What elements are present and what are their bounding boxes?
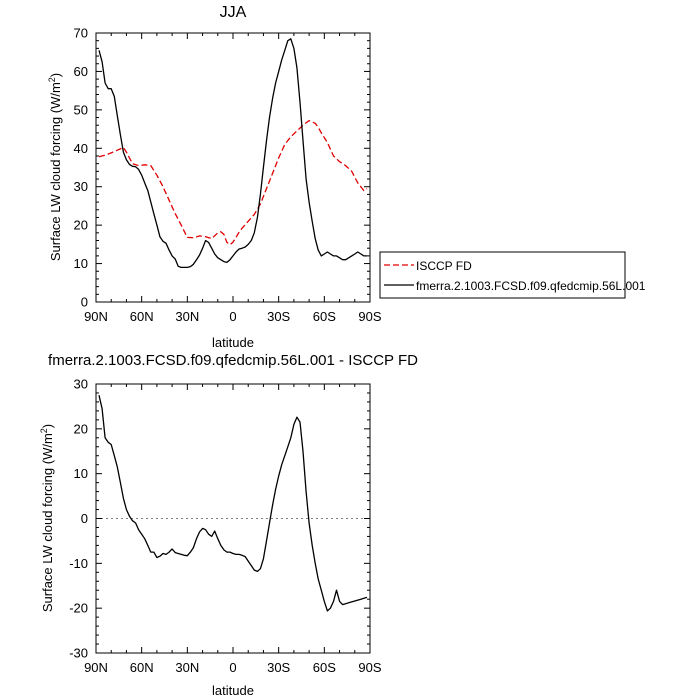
series-line-2 — [98, 38, 367, 269]
y-axis-label: Surface LW cloud forcing (W/m2) — [47, 73, 63, 261]
y-tick-label: -20 — [69, 601, 88, 616]
top-plot-area: 0 10 20 30 40 50 60 70 90N 60N 30N 0 30S 60S 90S — [74, 26, 382, 325]
y-tick-label: 10 — [74, 256, 88, 271]
y-tick-label: 0 — [81, 295, 88, 310]
y-axis-label-end: ) — [40, 424, 55, 428]
y-axis-label-text: Surface LW cloud forcing (W/m — [40, 433, 55, 612]
series-line-1 — [98, 119, 368, 246]
bottom-chart-panel: fmerra.2.1003.FCSD.f09.qfedcmip.56L.001 … — [39, 352, 418, 698]
y-tick-label: 20 — [74, 421, 88, 436]
series-line-1 — [98, 395, 368, 612]
y-axis-label-text: Surface LW cloud forcing (W/m — [48, 82, 63, 261]
x-tick-label: 30S — [267, 309, 290, 324]
y-tick-label: -30 — [69, 646, 88, 661]
x-tick-label: 30S — [267, 660, 290, 675]
y-axis-label-end: ) — [48, 73, 63, 77]
legend-box — [379, 251, 626, 299]
top-chart-panel: JJA 0 10 20 30 40 50 60 70 90N 60N 30N 0 30S 60S 90S l… — [47, 4, 646, 350]
bottom-plot-area: -30 -20 -10 0 10 20 30 90N 60N 30N 0 30S 60S 90S — [69, 377, 382, 676]
y-tick-label: 30 — [74, 377, 88, 392]
x-tick-label: 30N — [175, 660, 199, 675]
x-tick-label: 90N — [84, 309, 108, 324]
y-axis-label-superscript: 2 — [47, 77, 57, 82]
x-tick-label: 60S — [313, 660, 336, 675]
legend: ISCCP FD fmerra.2.1003.FCSD.f09.qfedcmip… — [379, 251, 646, 299]
y-tick-label: 20 — [74, 218, 88, 233]
x-tick-label: 90S — [358, 660, 381, 675]
x-tick-label: 0 — [229, 309, 236, 324]
x-tick-label: 60S — [313, 309, 336, 324]
legend-label-isccp: ISCCP FD — [416, 259, 472, 273]
x-tick-label: 60N — [130, 309, 154, 324]
x-tick-label: 90S — [358, 309, 381, 324]
y-tick-label: 70 — [74, 26, 88, 41]
y-tick-label: 30 — [74, 179, 88, 194]
y-tick-label: 40 — [74, 141, 88, 156]
y-tick-label: 0 — [81, 511, 88, 526]
x-tick-label: 90N — [84, 660, 108, 675]
y-tick-label: -10 — [69, 556, 88, 571]
chart-title: JJA — [220, 4, 247, 21]
chart-title: fmerra.2.1003.FCSD.f09.qfedcmip.56L.001 … — [48, 352, 418, 369]
y-axis-label-superscript: 2 — [39, 428, 49, 433]
legend-label-fmerra: fmerra.2.1003.FCSD.f09.qfedcmip.56L.001 — [416, 279, 646, 293]
y-tick-label: 50 — [74, 102, 88, 117]
y-tick-label: 10 — [74, 466, 88, 481]
x-axis-label: latitude — [212, 683, 254, 698]
y-axis-label: Surface LW cloud forcing (W/m2) — [39, 424, 55, 612]
x-tick-label: 60N — [130, 660, 154, 675]
x-axis-label: latitude — [212, 335, 254, 350]
y-tick-label: 60 — [74, 64, 88, 79]
x-tick-label: 0 — [229, 660, 236, 675]
x-tick-label: 30N — [175, 309, 199, 324]
